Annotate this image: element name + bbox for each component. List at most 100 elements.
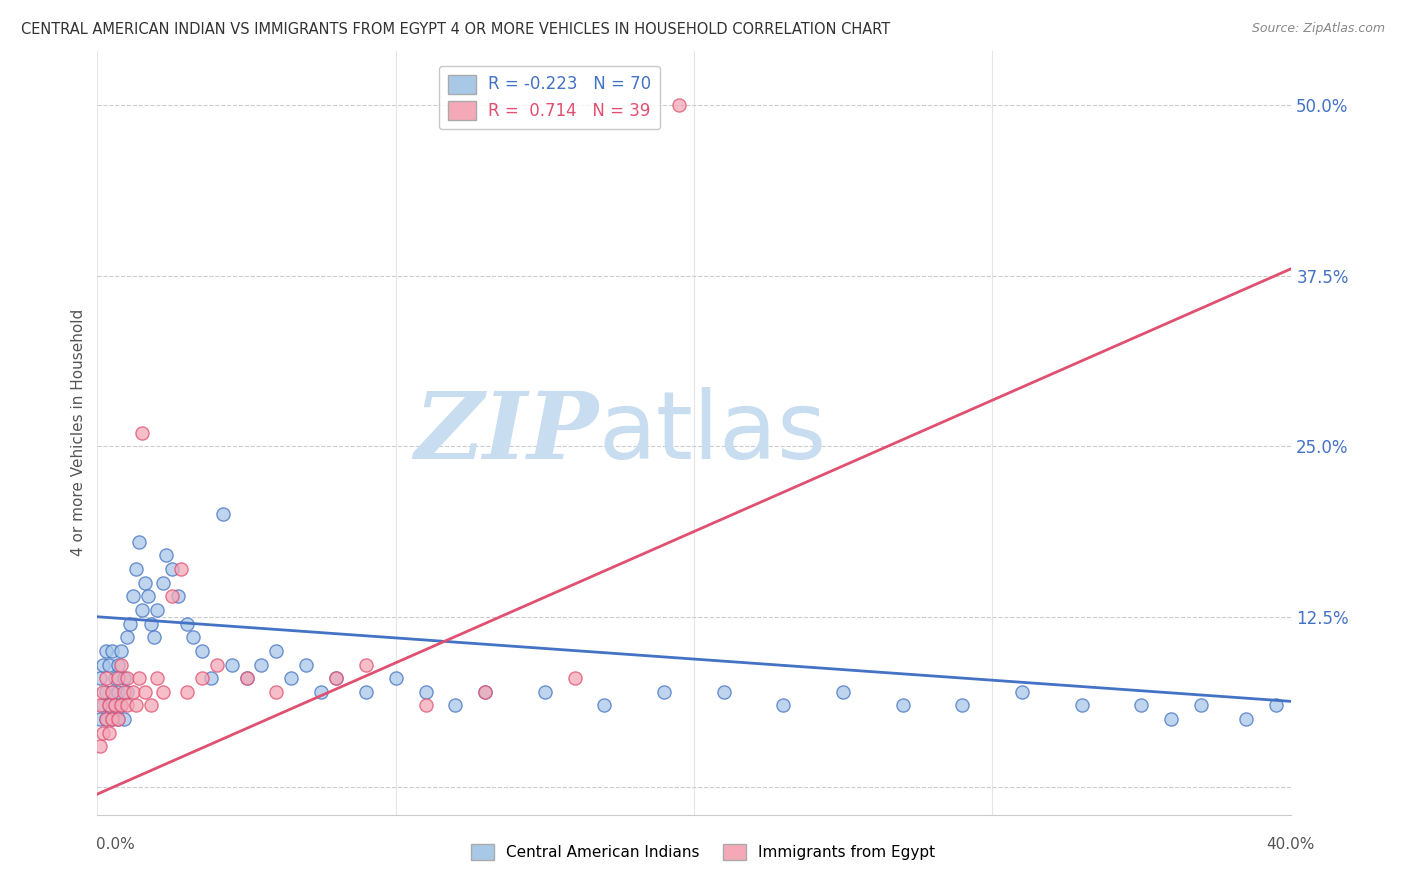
Point (564, 671, 586, 685)
Point (107, 685, 129, 699)
Point (891, 698, 914, 713)
Point (112, 712, 135, 726)
Point (952, 698, 974, 713)
Point (143, 630, 166, 644)
Point (115, 698, 138, 713)
Point (122, 685, 145, 699)
Point (101, 685, 124, 699)
Point (167, 590, 190, 604)
Point (107, 657, 129, 672)
Point (146, 671, 169, 685)
Point (110, 698, 132, 713)
Point (1234, 712, 1257, 726)
Point (170, 562, 193, 576)
Point (191, 671, 214, 685)
Point (91, 685, 114, 699)
Point (415, 698, 437, 713)
Point (91, 657, 114, 672)
Point (120, 616, 142, 631)
Point (96, 712, 118, 726)
Point (266, 685, 288, 699)
Point (474, 685, 496, 699)
Point (205, 657, 228, 672)
Y-axis label: 4 or more Vehicles in Household: 4 or more Vehicles in Household (72, 309, 86, 557)
Point (1160, 712, 1182, 726)
Point (668, 98, 690, 112)
Point (128, 671, 150, 685)
Text: 0.0%: 0.0% (96, 838, 135, 852)
Point (1130, 698, 1153, 713)
Point (101, 644, 124, 658)
Point (384, 671, 406, 685)
Point (91, 725, 114, 739)
Point (101, 712, 124, 726)
Point (139, 698, 162, 713)
Point (181, 630, 204, 644)
Point (101, 685, 124, 699)
Point (112, 671, 135, 685)
Point (134, 575, 156, 590)
Point (534, 685, 557, 699)
Point (96, 685, 118, 699)
Point (107, 712, 129, 726)
Point (1264, 698, 1286, 713)
Point (112, 685, 135, 699)
Point (1011, 685, 1033, 699)
Point (160, 562, 183, 576)
Point (98, 657, 121, 672)
Point (134, 685, 156, 699)
Point (146, 603, 169, 617)
Point (176, 616, 198, 631)
Point (1189, 698, 1212, 713)
Legend: Central American Indians, Immigrants from Egypt: Central American Indians, Immigrants fro… (465, 838, 941, 866)
Point (89, 712, 111, 726)
Point (354, 685, 377, 699)
Point (107, 712, 129, 726)
Point (1070, 698, 1092, 713)
Point (115, 671, 138, 685)
Point (136, 590, 159, 604)
Point (772, 698, 794, 713)
Point (96, 671, 118, 685)
Point (415, 685, 437, 699)
Point (235, 671, 257, 685)
Point (309, 685, 332, 699)
Legend: R = -0.223   N = 70, R =  0.714   N = 39: R = -0.223 N = 70, R = 0.714 N = 39 (439, 66, 661, 129)
Point (98, 725, 121, 739)
Point (125, 562, 148, 576)
Point (211, 508, 233, 522)
Point (155, 549, 177, 563)
Point (110, 698, 132, 713)
Point (280, 671, 302, 685)
Point (101, 712, 124, 726)
Point (104, 671, 127, 685)
Text: ZIP: ZIP (415, 388, 599, 477)
Point (593, 698, 616, 713)
Point (128, 534, 150, 549)
Point (444, 698, 467, 713)
Point (110, 657, 132, 672)
Point (295, 657, 318, 672)
Point (221, 657, 243, 672)
Point (104, 698, 127, 713)
Point (652, 685, 675, 699)
Point (98, 698, 121, 713)
Point (122, 590, 145, 604)
Point (104, 698, 127, 713)
Point (110, 644, 132, 658)
Point (152, 575, 174, 590)
Point (115, 685, 138, 699)
Point (89, 739, 111, 754)
Point (139, 616, 162, 631)
Point (115, 630, 138, 644)
Point (89, 698, 111, 713)
Point (200, 671, 222, 685)
Point (474, 685, 496, 699)
Point (125, 698, 148, 713)
Text: 40.0%: 40.0% (1267, 838, 1315, 852)
Point (160, 590, 183, 604)
Point (131, 603, 153, 617)
Point (131, 425, 153, 440)
Point (235, 671, 257, 685)
Point (266, 644, 288, 658)
